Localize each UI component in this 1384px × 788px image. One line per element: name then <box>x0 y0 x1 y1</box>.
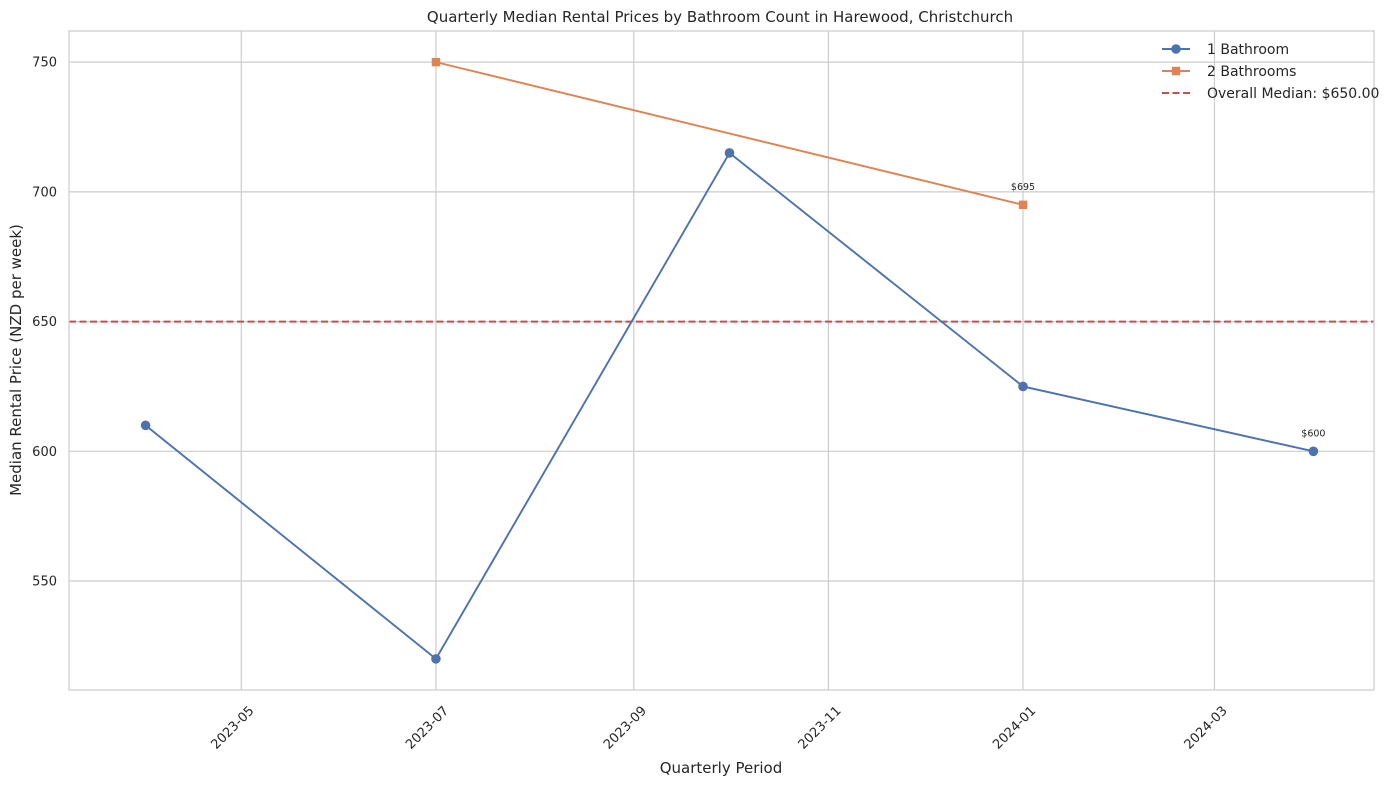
series-line-1 <box>144 151 1314 661</box>
x-axis-title: Quarterly Period <box>660 759 783 777</box>
y-tick-label: 700 <box>32 185 57 200</box>
data-point <box>1308 446 1319 457</box>
y-axis-title: Median Rental Price (NZD per week) <box>7 224 25 496</box>
plot-area-frame <box>68 30 1375 691</box>
data-point <box>724 148 735 158</box>
y-tick-label: 600 <box>32 445 57 460</box>
data-point <box>431 57 441 67</box>
x-tick-label: 2023-05 <box>208 704 257 753</box>
x-tick-label: 2023-07 <box>403 704 452 753</box>
series-line-2 <box>435 61 1024 206</box>
legend-label: Overall Median: $650.00 <box>1207 86 1379 102</box>
annotations: $695 $600 <box>1011 182 1326 439</box>
legend: 1 Bathroom 2 Bathrooms Overall Median: $65… <box>1162 42 1379 102</box>
series-layer <box>140 57 1319 664</box>
grid <box>69 31 1374 690</box>
x-tick-label: 2024-03 <box>1182 704 1231 753</box>
legend-label: 2 Bathrooms <box>1207 64 1296 80</box>
data-point <box>431 654 441 664</box>
data-label: $695 <box>1011 182 1035 193</box>
y-tick-label: 550 <box>32 575 57 590</box>
legend-label: 1 Bathroom <box>1207 42 1289 58</box>
legend-marker <box>1171 44 1181 54</box>
y-axis-ticks: 550 600 650 700 750 <box>32 56 57 590</box>
data-label: $600 <box>1301 428 1325 439</box>
chart-title: Quarterly Median Rental Prices by Bathro… <box>427 8 1013 26</box>
y-tick-label: 750 <box>32 56 57 71</box>
data-point <box>1018 381 1028 392</box>
x-tick-label: 2024-01 <box>990 704 1039 753</box>
y-tick-label: 650 <box>32 315 57 330</box>
x-tick-label: 2023-09 <box>601 704 650 753</box>
legend-marker <box>1171 66 1181 76</box>
data-point <box>1018 200 1028 210</box>
x-axis-ticks: 2023-05 2023-07 2023-09 2023-11 2024-01 2024-… <box>208 704 1230 753</box>
data-point <box>140 420 151 431</box>
x-tick-label: 2023-11 <box>796 704 845 753</box>
